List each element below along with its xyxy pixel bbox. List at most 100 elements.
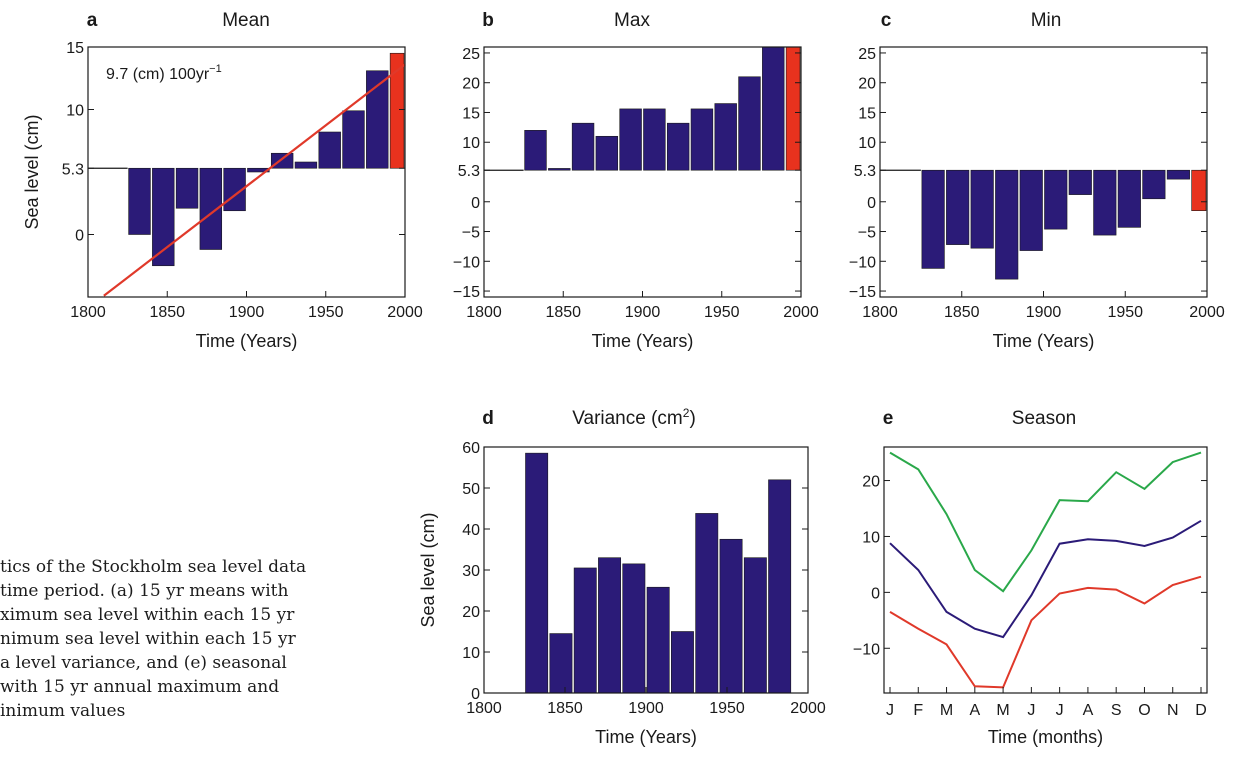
panel-b: b Max −15 −10 −5 0 5.3 10 15 20 25 1800 1850 1900 1950…: [453, 10, 819, 351]
panel-label: a: [87, 10, 98, 31]
y-tick-label: 0: [871, 585, 880, 602]
x-tick-label: 1950: [704, 304, 740, 321]
y-tick-label: 0: [471, 195, 480, 212]
y-tick-label: −5: [462, 225, 480, 242]
y-tick-label: 20: [462, 76, 480, 93]
bar: [670, 631, 694, 694]
x-tick-label: 1900: [628, 700, 664, 717]
bar: [643, 108, 666, 171]
bar: [622, 563, 646, 694]
y-tick-label: 15: [66, 40, 84, 57]
panel-label: c: [881, 10, 892, 31]
chart-title: Variance (cm2): [572, 406, 696, 429]
x-tick-label: 1950: [308, 304, 344, 321]
bar: [995, 169, 1019, 280]
bar: [175, 167, 199, 209]
y-axis-label: Sea level (cm): [418, 512, 438, 627]
panel-d: d Variance (cm2) 0 10 20 30 40 50 60 1800 1850 1900…: [418, 406, 826, 747]
x-tick-label: A: [969, 702, 980, 719]
y-tick-label: 25: [858, 46, 876, 63]
y-tick-label: 5.3: [458, 163, 480, 180]
bar: [152, 167, 175, 267]
x-tick-label: M: [940, 702, 953, 719]
x-tick-label: 2000: [783, 304, 819, 321]
bar: [646, 586, 670, 694]
figure-caption: tics of the Stockholm sea level data tim…: [0, 555, 400, 723]
y-tick-label: −5: [858, 225, 876, 242]
x-axis-label: Time (Years): [196, 331, 298, 351]
y-tick-label: −10: [853, 641, 880, 658]
caption-line: inimum values: [0, 701, 126, 721]
x-axis-label: Time (Years): [592, 331, 694, 351]
x-tick-label: 1950: [709, 700, 745, 717]
y-tick-label: −10: [849, 254, 876, 271]
caption-line: ximum sea level within each 15 yr: [0, 605, 295, 625]
bar: [619, 108, 642, 171]
plot-frame: [883, 446, 1208, 694]
series-line: [889, 451, 1202, 593]
bar: [785, 46, 801, 171]
bar: [690, 108, 714, 171]
x-tick-label: A: [1083, 702, 1094, 719]
y-tick-label: 0: [867, 195, 876, 212]
panel-c: c Min −15 −10 −5 0 5.3 10 15 20 25 1800 1850 1900 1950…: [849, 10, 1225, 351]
y-tick-label: −10: [453, 254, 480, 271]
chart-title: Min: [1031, 10, 1062, 31]
bar: [524, 130, 547, 171]
y-tick-label: 10: [66, 103, 84, 120]
bar: [573, 567, 597, 694]
panel-label: b: [482, 10, 494, 31]
series-line: [889, 575, 1202, 689]
x-tick-label: O: [1138, 702, 1150, 719]
caption-line: with 15 yr annual maximum and: [0, 677, 280, 697]
bar: [1142, 169, 1166, 200]
bar: [318, 131, 341, 169]
chart-title: Max: [614, 10, 650, 31]
bar: [294, 161, 318, 169]
bar: [1093, 169, 1117, 236]
bar: [247, 167, 270, 173]
bar: [571, 122, 595, 171]
bar: [695, 513, 719, 694]
caption-line: a level variance, and (e) seasonal: [0, 653, 287, 673]
y-tick-label: 10: [858, 135, 876, 152]
x-tick-label: 2000: [387, 304, 423, 321]
x-tick-label: 1850: [944, 304, 980, 321]
bar: [199, 167, 223, 250]
x-tick-label: 2000: [790, 700, 826, 717]
bar: [525, 452, 549, 694]
y-tick-label: 30: [462, 563, 480, 580]
bar: [1166, 169, 1190, 180]
bar: [128, 167, 151, 235]
bar: [970, 169, 994, 249]
x-tick-label: D: [1195, 702, 1207, 719]
y-tick-label: 40: [462, 522, 480, 539]
bar: [738, 76, 761, 171]
y-tick-label: 15: [858, 105, 876, 122]
chart-title: Mean: [222, 10, 270, 31]
x-tick-label: 1900: [625, 304, 661, 321]
bar: [366, 70, 389, 169]
x-tick-label: 1950: [1107, 304, 1143, 321]
x-tick-label: 1800: [466, 700, 502, 717]
bar: [1117, 169, 1141, 228]
y-tick-label: 25: [462, 46, 480, 63]
bar: [1191, 169, 1207, 211]
x-tick-label: 1900: [229, 304, 265, 321]
x-tick-label: 1800: [862, 304, 898, 321]
x-tick-label: 1850: [547, 700, 583, 717]
y-tick-label: 5.3: [854, 163, 876, 180]
bar: [548, 168, 571, 171]
y-tick-label: 10: [862, 529, 880, 546]
x-tick-label: 1900: [1026, 304, 1062, 321]
x-tick-label: N: [1167, 702, 1179, 719]
bar: [768, 479, 792, 694]
trend-label: 9.7 (cm) 100yr−1: [106, 63, 222, 83]
y-tick-label: 20: [862, 474, 880, 491]
bar: [270, 152, 294, 169]
x-axis-label: Time (Years): [595, 727, 697, 747]
panel-label: d: [482, 408, 494, 429]
caption-line: tics of the Stockholm sea level data: [0, 557, 307, 577]
